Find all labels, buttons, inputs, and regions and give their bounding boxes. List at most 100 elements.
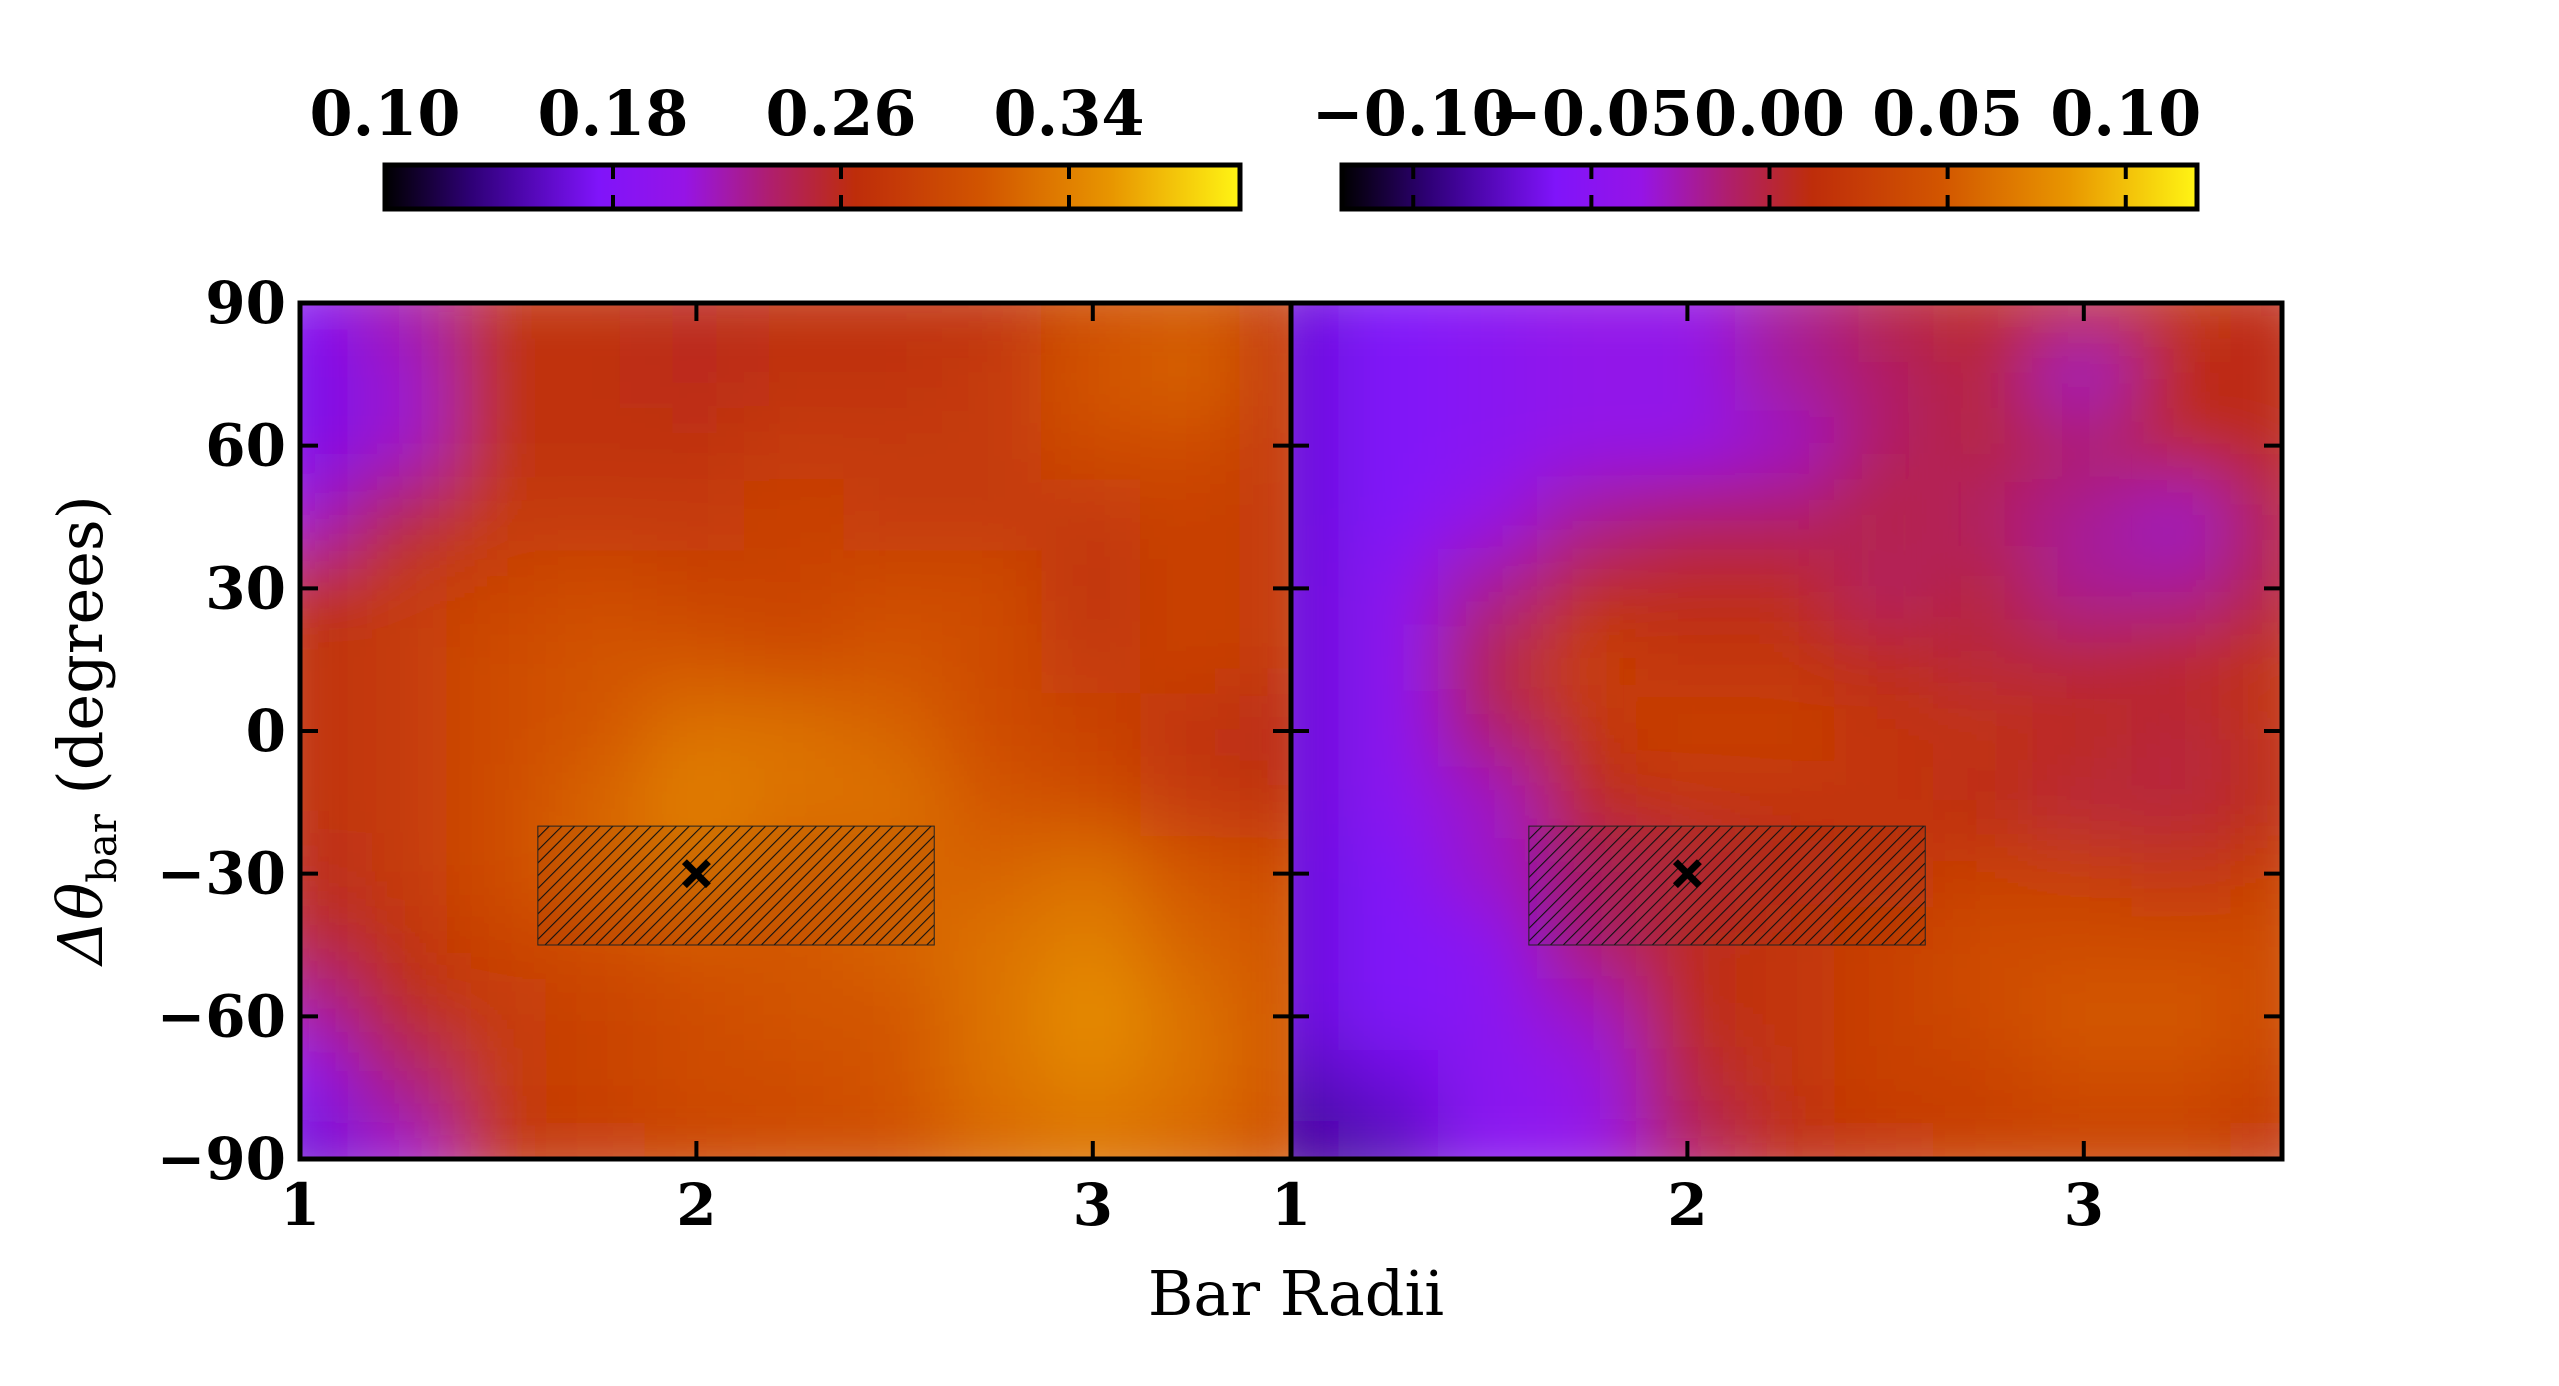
heatmap-cell xyxy=(1140,622,1244,698)
heatmap-cell xyxy=(644,479,748,555)
heatmap-cell xyxy=(2131,1050,2235,1126)
heatmap-cell xyxy=(2032,907,2136,983)
heatmap-cell xyxy=(300,336,352,412)
heatmap-cell xyxy=(2032,622,2136,698)
y-tick-label: −30 xyxy=(157,840,286,908)
heatmap-cell xyxy=(1338,836,1442,912)
heatmap-cell xyxy=(1291,1050,1343,1126)
colorbar-tick-label: 0.26 xyxy=(765,77,916,150)
heatmap-cell xyxy=(2032,408,2136,484)
heatmap-cell xyxy=(545,408,649,484)
heatmap-cell xyxy=(1041,336,1145,412)
heatmap-cell xyxy=(446,764,550,840)
heatmap-cell xyxy=(744,693,848,769)
heatmap-cell xyxy=(1834,693,1938,769)
heatmap-cell xyxy=(942,1121,1046,1159)
heatmap-cell xyxy=(1140,836,1244,912)
heatmap-cell xyxy=(942,978,1046,1054)
heatmap-cell xyxy=(1933,550,2037,626)
heatmap-cell xyxy=(2032,550,2136,626)
heatmap-cell xyxy=(1635,336,1739,412)
heatmap-cell xyxy=(347,1121,451,1159)
heatmap-cell xyxy=(300,622,352,698)
colorbar-tick-label: 0.10 xyxy=(309,77,460,150)
colorbar-left-gradient xyxy=(382,162,1243,212)
heatmap-cell xyxy=(942,336,1046,412)
heatmap-cell xyxy=(300,303,352,341)
heatmap-cell xyxy=(1239,479,1291,555)
heatmap-cell xyxy=(1338,303,1442,341)
heatmap-cell xyxy=(2230,479,2282,555)
heatmap-cell xyxy=(347,693,451,769)
heatmap-cell xyxy=(1041,479,1145,555)
heatmap-cell xyxy=(1635,622,1739,698)
x-axis-title: Bar Radii xyxy=(1148,1257,1444,1330)
heatmap-cell xyxy=(2131,693,2235,769)
heatmap-cell xyxy=(1635,693,1739,769)
heatmap-cell xyxy=(1536,1121,1640,1159)
heatmap-cell xyxy=(300,479,352,555)
heatmap-cell xyxy=(1338,693,1442,769)
heatmap-cell xyxy=(1140,978,1244,1054)
colorbar-left: 0.10 0.18 0.26 0.34 xyxy=(309,77,1243,212)
heatmap-cell xyxy=(1735,1121,1839,1159)
heatmap-cell xyxy=(942,550,1046,626)
heatmap-cell xyxy=(1041,622,1145,698)
heatmap-cell xyxy=(644,408,748,484)
heatmap-cell xyxy=(446,836,550,912)
heatmap-cell xyxy=(644,978,748,1054)
heatmap-cell xyxy=(1635,550,1739,626)
heatmap-cell xyxy=(1140,303,1244,341)
heatmap-cell xyxy=(942,907,1046,983)
heatmap-cell xyxy=(1338,1050,1442,1126)
heatmap-cell xyxy=(744,622,848,698)
heatmap-right-panel: 1 2 3 xyxy=(1271,300,2285,1239)
heatmap-cell xyxy=(1437,1121,1541,1159)
heatmap-cell xyxy=(1635,479,1739,555)
heatmap-cell xyxy=(843,303,947,341)
heatmap-cell xyxy=(744,1121,848,1159)
heatmap-left-panel: 1 2 3 90 60 30 0 −30 −60 −90 xyxy=(157,269,1294,1239)
heatmap-cell xyxy=(1041,836,1145,912)
heatmap-cell xyxy=(1291,622,1343,698)
heatmap-cell xyxy=(644,693,748,769)
colorbar-tick-label: 0.18 xyxy=(537,77,688,150)
heatmap-cell xyxy=(1536,622,1640,698)
heatmap-cell xyxy=(1933,336,2037,412)
heatmap-cell xyxy=(744,303,848,341)
heatmap-cell xyxy=(2230,764,2282,840)
heatmap-cell xyxy=(744,479,848,555)
heatmap-cell xyxy=(2131,303,2235,341)
hatched-region-left xyxy=(537,825,935,946)
heatmap-cell xyxy=(1041,764,1145,840)
heatmap-cell xyxy=(1239,907,1291,983)
heatmap-cell xyxy=(347,1050,451,1126)
heatmap-cell xyxy=(1933,764,2037,840)
y-tick-label: 90 xyxy=(205,269,286,337)
heatmap-cell xyxy=(644,550,748,626)
heatmap-right-ticks: 1 2 3 xyxy=(1271,301,2282,1239)
heatmap-cell xyxy=(545,336,649,412)
heatmap-cell xyxy=(446,336,550,412)
heatmap-cell xyxy=(1239,1050,1291,1126)
heatmap-cell xyxy=(2230,303,2282,341)
heatmap-cell xyxy=(1834,1050,1938,1126)
heatmap-cell xyxy=(843,550,947,626)
heatmap-cell xyxy=(1933,408,2037,484)
heatmap-cell xyxy=(644,622,748,698)
heatmap-cell xyxy=(1437,303,1541,341)
y-tick-label: −90 xyxy=(157,1125,286,1193)
heatmap-cell xyxy=(843,1050,947,1126)
colorbar-tick-label: −0.10 xyxy=(1312,77,1515,150)
heatmap-cell xyxy=(1041,978,1145,1054)
colorbar-tick-label: 0.05 xyxy=(1872,77,2023,150)
heatmap-cell xyxy=(1933,303,2037,341)
marker-x-stroke xyxy=(1672,859,1702,889)
hatched-region-right xyxy=(1528,825,1926,946)
heatmap-cell xyxy=(1041,408,1145,484)
heatmap-cell xyxy=(1834,978,1938,1054)
heatmap-cell xyxy=(1140,1121,1244,1159)
heatmap-cell xyxy=(545,978,649,1054)
heatmap-cell xyxy=(1239,336,1291,412)
